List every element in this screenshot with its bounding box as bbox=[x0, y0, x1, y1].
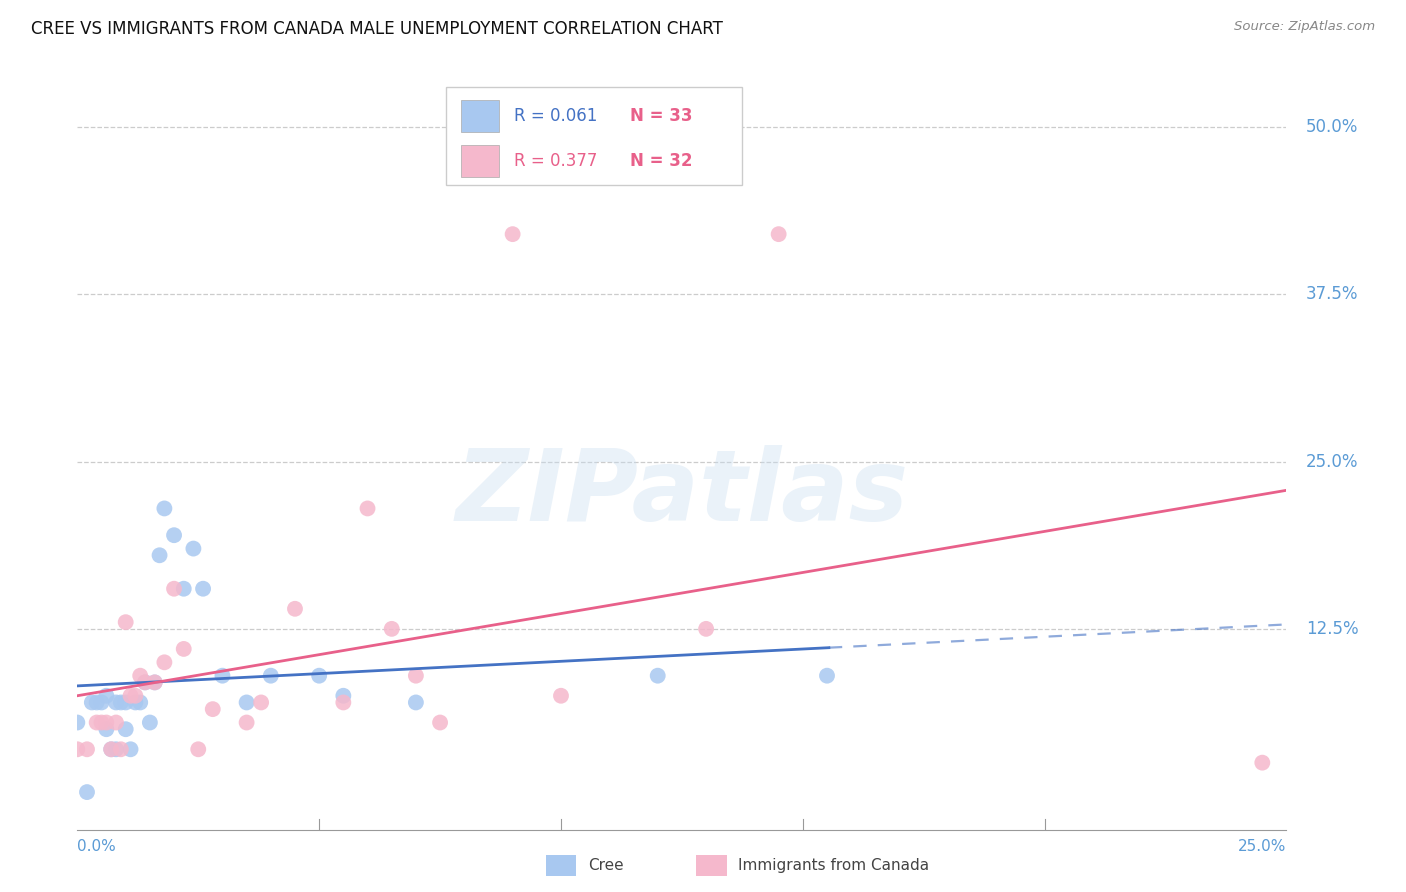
Text: CREE VS IMMIGRANTS FROM CANADA MALE UNEMPLOYMENT CORRELATION CHART: CREE VS IMMIGRANTS FROM CANADA MALE UNEM… bbox=[31, 20, 723, 37]
Text: 37.5%: 37.5% bbox=[1306, 285, 1358, 303]
Point bbox=[163, 528, 186, 542]
Text: 12.5%: 12.5% bbox=[1306, 620, 1358, 638]
Point bbox=[129, 696, 152, 710]
Point bbox=[550, 689, 572, 703]
Point bbox=[114, 615, 136, 630]
Point bbox=[187, 742, 209, 756]
Point bbox=[134, 675, 156, 690]
Point bbox=[148, 548, 170, 563]
Text: N = 33: N = 33 bbox=[630, 107, 692, 125]
Text: ZIPatlas: ZIPatlas bbox=[456, 445, 908, 542]
Text: Source: ZipAtlas.com: Source: ZipAtlas.com bbox=[1234, 20, 1375, 33]
Text: 25.0%: 25.0% bbox=[1239, 838, 1286, 854]
Text: R = 0.377: R = 0.377 bbox=[513, 153, 598, 170]
Point bbox=[191, 582, 214, 596]
Point bbox=[173, 582, 195, 596]
Text: 0.0%: 0.0% bbox=[77, 838, 117, 854]
Point bbox=[80, 696, 103, 710]
Point bbox=[381, 622, 404, 636]
Point bbox=[100, 742, 122, 756]
FancyBboxPatch shape bbox=[446, 87, 742, 186]
Point bbox=[76, 785, 98, 799]
Point bbox=[173, 642, 195, 657]
Text: N = 32: N = 32 bbox=[630, 153, 692, 170]
Point bbox=[502, 227, 524, 242]
Point bbox=[235, 696, 257, 710]
Point bbox=[66, 742, 89, 756]
Point bbox=[114, 696, 136, 710]
Text: Immigrants from Canada: Immigrants from Canada bbox=[738, 858, 929, 872]
FancyBboxPatch shape bbox=[461, 100, 499, 132]
Text: Cree: Cree bbox=[588, 858, 623, 872]
Point bbox=[96, 723, 118, 737]
Point bbox=[105, 742, 128, 756]
Point bbox=[695, 622, 717, 636]
Point bbox=[129, 669, 152, 683]
Point bbox=[250, 696, 273, 710]
Point bbox=[815, 669, 838, 683]
Point bbox=[96, 715, 118, 730]
Point bbox=[120, 689, 142, 703]
Point bbox=[134, 675, 156, 690]
Point bbox=[183, 541, 205, 556]
Point bbox=[110, 696, 132, 710]
Point bbox=[143, 675, 166, 690]
Point bbox=[105, 696, 128, 710]
Point bbox=[284, 601, 307, 615]
Point bbox=[153, 501, 176, 516]
Point bbox=[120, 742, 142, 756]
Point bbox=[211, 669, 233, 683]
Point bbox=[201, 702, 224, 716]
FancyBboxPatch shape bbox=[461, 145, 499, 178]
Point bbox=[235, 715, 257, 730]
Point bbox=[153, 655, 176, 669]
Point bbox=[90, 696, 112, 710]
Text: 50.0%: 50.0% bbox=[1306, 118, 1358, 136]
Point bbox=[308, 669, 330, 683]
Text: R = 0.061: R = 0.061 bbox=[513, 107, 598, 125]
Point bbox=[768, 227, 790, 242]
Point bbox=[405, 669, 427, 683]
Point bbox=[260, 669, 283, 683]
Point bbox=[124, 696, 146, 710]
Point bbox=[332, 689, 354, 703]
Point bbox=[86, 715, 108, 730]
Text: 25.0%: 25.0% bbox=[1306, 452, 1358, 471]
Point bbox=[139, 715, 162, 730]
Point bbox=[105, 715, 128, 730]
Point bbox=[96, 689, 118, 703]
Point bbox=[90, 715, 112, 730]
Point bbox=[356, 501, 378, 516]
Point bbox=[163, 582, 186, 596]
Point bbox=[143, 675, 166, 690]
Point bbox=[86, 696, 108, 710]
Point bbox=[332, 696, 354, 710]
Point bbox=[100, 742, 122, 756]
Point bbox=[647, 669, 669, 683]
Point bbox=[405, 696, 427, 710]
Point bbox=[124, 689, 146, 703]
Point bbox=[1251, 756, 1274, 770]
Point bbox=[76, 742, 98, 756]
Point bbox=[66, 715, 89, 730]
Point bbox=[110, 742, 132, 756]
Point bbox=[429, 715, 451, 730]
Point bbox=[114, 723, 136, 737]
